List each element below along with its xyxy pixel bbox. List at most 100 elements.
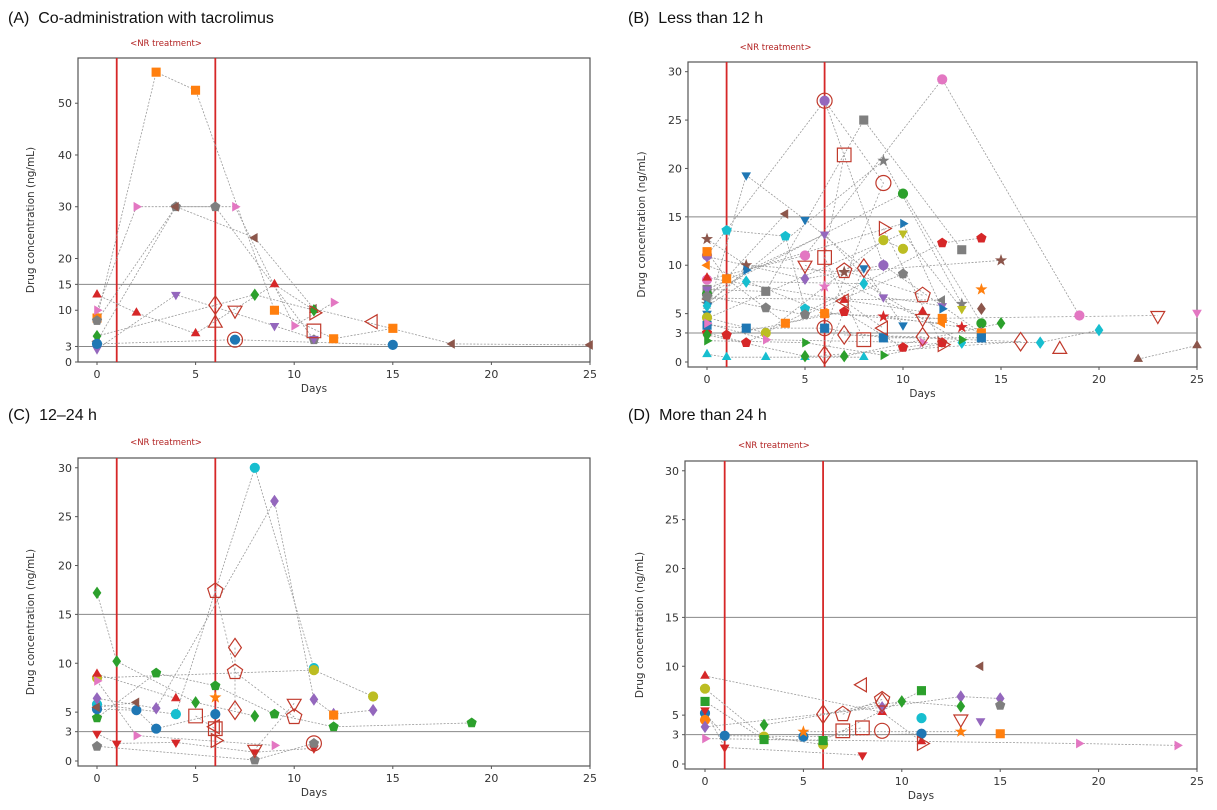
data-point-triangle-down bbox=[819, 231, 830, 240]
y-tick-label: 0 bbox=[672, 758, 679, 771]
data-point-diamond bbox=[191, 696, 200, 709]
data-point-triangle-left bbox=[835, 293, 849, 310]
x-tick-label: 20 bbox=[484, 368, 498, 381]
y-tick-label: 10 bbox=[58, 657, 72, 670]
data-point-triangle-left bbox=[130, 697, 140, 708]
y-axis-label: Drug concentration (ng/mL) bbox=[636, 151, 648, 297]
data-point-triangle-left bbox=[363, 313, 378, 330]
data-point-pentagon bbox=[839, 306, 850, 316]
data-point-pentagon bbox=[210, 680, 221, 691]
y-tick-label: 15 bbox=[665, 611, 679, 624]
data-point-square bbox=[722, 274, 732, 284]
data-point-square bbox=[761, 286, 771, 296]
x-tick-label: 10 bbox=[896, 373, 910, 386]
data-point-triangle-right bbox=[232, 201, 241, 212]
data-point-triangle-right bbox=[900, 218, 909, 229]
data-point-triangle-down bbox=[741, 172, 752, 181]
data-point-pentagon bbox=[799, 309, 811, 319]
data-point-triangle-left bbox=[779, 209, 789, 219]
series-line bbox=[706, 223, 943, 309]
series-line bbox=[824, 100, 884, 329]
data-point-triangle-up bbox=[702, 348, 712, 358]
data-point-square bbox=[856, 332, 872, 348]
series-line bbox=[706, 239, 904, 334]
data-point-square bbox=[859, 115, 869, 125]
x-tick-label: 0 bbox=[94, 368, 101, 381]
y-tick-label: 0 bbox=[65, 755, 72, 768]
data-point-triangle-down bbox=[914, 313, 931, 328]
data-point-triangle-right bbox=[133, 201, 142, 212]
data-point-pentagon bbox=[834, 705, 852, 722]
data-point-triangle-right bbox=[133, 730, 143, 741]
data-point-triangle-up bbox=[721, 351, 732, 360]
x-tick-label: 5 bbox=[192, 368, 199, 381]
series-line bbox=[704, 712, 922, 738]
data-point-triangle-down bbox=[170, 739, 181, 748]
data-point-pentagon bbox=[210, 201, 221, 212]
data-point-star bbox=[877, 154, 890, 166]
data-point-square bbox=[329, 334, 339, 344]
y-tick-label: 50 bbox=[58, 97, 72, 110]
data-point-diamond bbox=[874, 692, 890, 713]
data-point-pentagon bbox=[721, 225, 732, 235]
data-point-triangle-left bbox=[701, 293, 710, 304]
data-point-square bbox=[780, 318, 790, 328]
data-point-triangle-down bbox=[111, 740, 122, 749]
x-tick-label: 20 bbox=[484, 772, 498, 785]
data-point-triangle-down bbox=[286, 698, 303, 713]
data-point-circle bbox=[368, 691, 379, 702]
data-point-diamond bbox=[879, 258, 888, 272]
data-point-triangle-down bbox=[246, 744, 263, 759]
panel-d-title: (D) More than 24 h bbox=[628, 407, 767, 424]
data-point-triangle-left bbox=[974, 661, 984, 672]
plot-frame bbox=[684, 460, 1198, 770]
data-point-square bbox=[818, 736, 828, 746]
data-point-diamond bbox=[702, 299, 712, 313]
data-point-diamond bbox=[817, 344, 832, 366]
x-tick-label: 0 bbox=[702, 775, 709, 788]
series-line bbox=[96, 672, 472, 728]
data-point-triangle-right bbox=[94, 675, 103, 686]
data-point-pentagon bbox=[91, 315, 103, 325]
x-tick-label: 0 bbox=[704, 373, 711, 386]
y-axis-label: Drug concentration (ng/mL) bbox=[634, 552, 646, 698]
y-tick-label: 5 bbox=[675, 308, 682, 321]
data-point-pentagon bbox=[721, 329, 732, 340]
data-point-square bbox=[207, 721, 223, 737]
series-line bbox=[726, 230, 806, 309]
data-point-triangle-left bbox=[874, 320, 888, 337]
data-point-diamond bbox=[368, 703, 378, 717]
data-point-diamond bbox=[92, 586, 102, 600]
data-point-triangle-down bbox=[719, 744, 730, 753]
data-point-circle bbox=[878, 235, 889, 246]
series-line bbox=[706, 233, 943, 307]
data-point-pentagon bbox=[897, 268, 909, 279]
series-line bbox=[706, 281, 1100, 344]
y-tick-label: 5 bbox=[672, 709, 679, 722]
data-point-pentagon bbox=[995, 700, 1006, 710]
nr-treatment-label: <NR treatment> bbox=[130, 438, 202, 448]
data-point-triangle-right bbox=[878, 220, 893, 237]
data-point-circle bbox=[897, 243, 909, 254]
data-point-diamond bbox=[741, 275, 751, 288]
series-line bbox=[844, 270, 923, 296]
panel-c-title: (C) 12–24 h bbox=[8, 407, 97, 424]
y-tick-label: 3 bbox=[672, 729, 679, 742]
data-point-triangle-up bbox=[1051, 340, 1068, 354]
y-tick-label: 20 bbox=[58, 252, 72, 265]
data-point-diamond bbox=[250, 709, 260, 723]
y-axis-label: Drug concentration (ng/mL) bbox=[25, 147, 37, 293]
data-point-pentagon bbox=[206, 582, 224, 598]
panel-a: <NR treatment> 0 5 10 15 20 25 0 3 10 15 20 30 40 50 Da… bbox=[25, 39, 597, 395]
data-point-triangle-right bbox=[271, 740, 281, 751]
data-point-square bbox=[388, 323, 398, 333]
data-point-square bbox=[817, 250, 832, 265]
series-line bbox=[96, 499, 374, 715]
data-point-pentagon bbox=[285, 708, 303, 725]
data-point-triangle-left bbox=[170, 201, 179, 212]
data-point-diamond bbox=[915, 326, 930, 348]
data-point-triangle-down bbox=[857, 752, 868, 761]
data-point-diamond bbox=[227, 637, 243, 658]
data-point-diamond bbox=[897, 695, 907, 708]
data-point-pentagon bbox=[937, 237, 948, 248]
